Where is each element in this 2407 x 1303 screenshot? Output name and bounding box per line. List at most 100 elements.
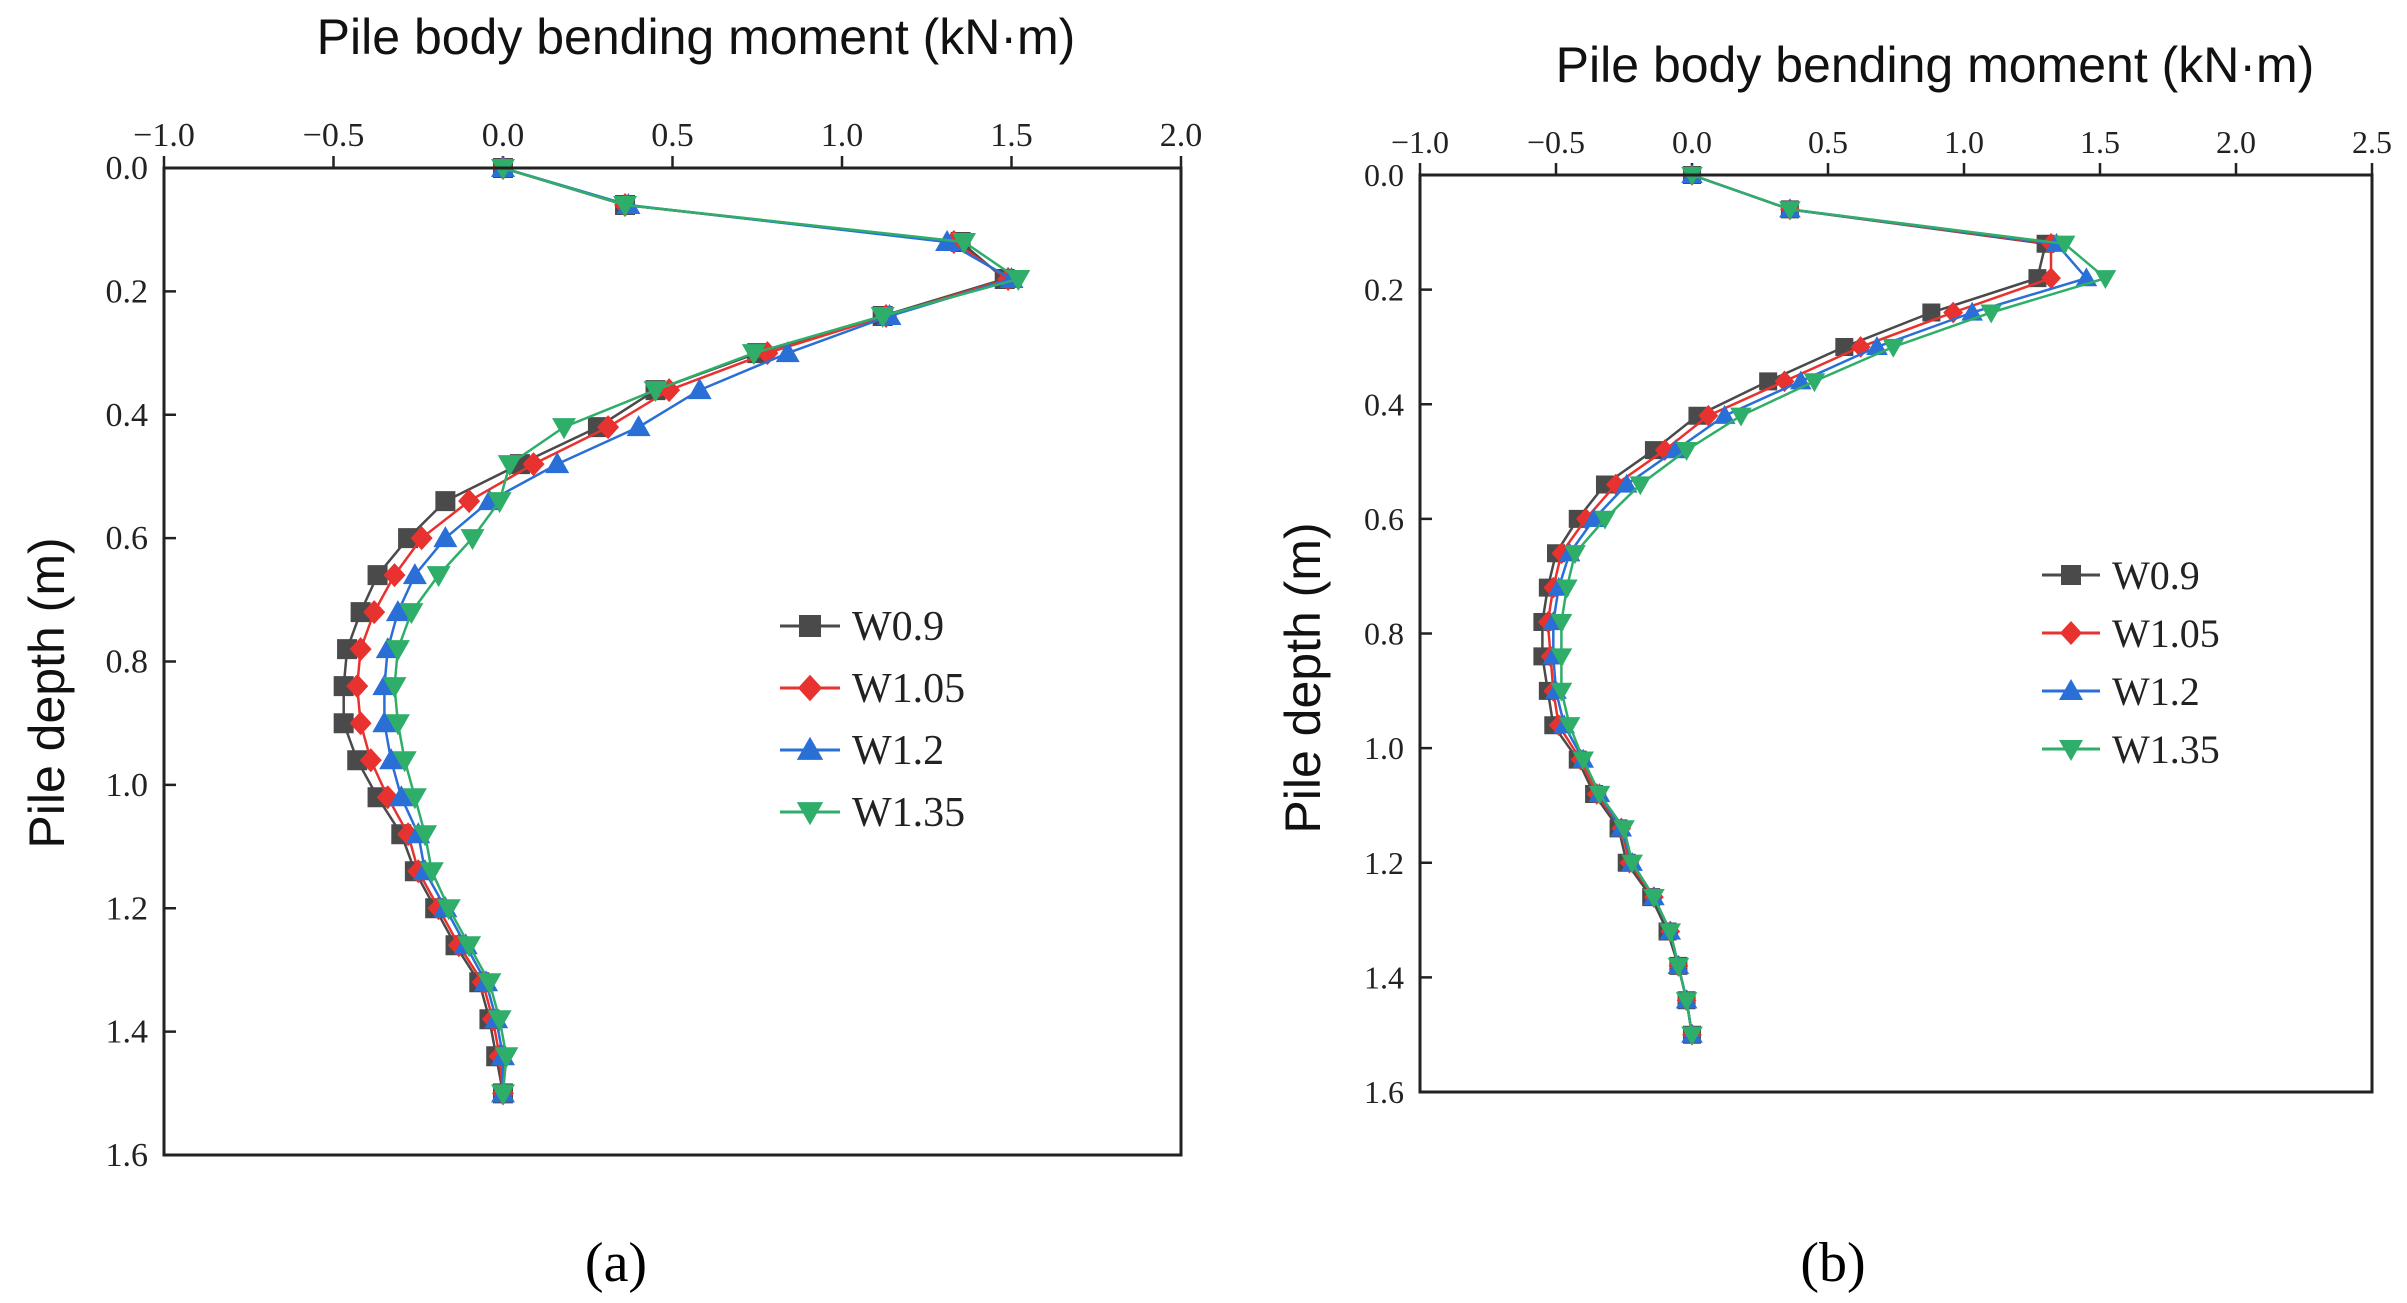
data-point-W1.35 (436, 899, 461, 921)
legend-label-W1.2: W1.2 (852, 728, 944, 774)
data-point-W1.35 (1675, 442, 1698, 461)
data-point-W1.35 (457, 936, 482, 958)
y-tick-label: 0.6 (1364, 501, 1404, 537)
data-point-W1.35 (399, 603, 424, 625)
legend-marker-W1.2 (796, 736, 824, 760)
data-point-W0.9 (367, 565, 388, 586)
data-point-W1.35 (1572, 751, 1594, 771)
data-point-W0.9 (435, 491, 456, 512)
plot-frame-b (1418, 173, 2374, 1094)
y-tick-label: 1.0 (106, 767, 149, 804)
y-axis-title-b: Pile depth (m) (1275, 522, 1331, 833)
data-point-W1.2 (626, 415, 651, 437)
data-point-W1.35 (494, 1047, 519, 1069)
data-point-W1.05 (363, 600, 386, 625)
data-point-W1.35 (1613, 820, 1635, 840)
data-point-W1.35 (1643, 889, 1665, 908)
data-point-W1.05 (1698, 404, 1719, 427)
data-point-W1.35 (402, 788, 427, 810)
data-point-W1.35 (741, 344, 766, 366)
data-point-W1.2 (379, 748, 404, 770)
data-point-W0.9 (1922, 303, 1941, 322)
data-point-W1.35 (491, 1084, 515, 1106)
data-point-W1.05 (597, 415, 620, 440)
y-tick-label: 1.6 (106, 1137, 149, 1174)
x-tick-label: 0.5 (651, 117, 694, 154)
data-point-W1.2 (775, 341, 800, 363)
data-point-W1.35 (1006, 270, 1031, 292)
legend-marker-W1.35 (796, 802, 824, 826)
x-tick-label: 0.5 (1808, 124, 1848, 160)
legend-marker-W0.9 (2061, 565, 2081, 585)
data-point-W1.05 (346, 674, 369, 699)
x-tick-label: 0.0 (1672, 124, 1712, 160)
legend-marker-W1.05 (2060, 621, 2082, 645)
y-tick-label: 1.6 (1364, 1074, 1404, 1110)
legend-label-W1.35: W1.35 (852, 790, 965, 836)
data-point-W0.9 (333, 676, 354, 697)
data-point-W1.35 (1550, 613, 1573, 633)
data-point-W1.35 (1803, 373, 1826, 393)
data-point-W0.9 (1595, 475, 1614, 494)
y-tick-label: 0.8 (106, 644, 149, 681)
x-tick-label: 1.5 (990, 117, 1033, 154)
data-point-W0.9 (398, 528, 419, 549)
data-point-W1.35 (1730, 407, 1752, 427)
legend-marker-W1.05 (797, 674, 823, 702)
data-point-W1.35 (870, 307, 895, 329)
data-point-W1.05 (359, 748, 382, 773)
data-point-W1.05 (1551, 542, 1572, 565)
data-point-W1.35 (1882, 338, 1905, 358)
y-tick-label: 1.4 (1364, 959, 1404, 995)
data-point-W1.2 (1583, 508, 1605, 527)
data-point-W1.35 (643, 381, 668, 403)
legend-b: W0.9 W1.05 W1.2 W1.35 (2042, 553, 2220, 772)
series-group-b (1533, 164, 2117, 1046)
x-tick-label: 2.0 (2216, 124, 2256, 160)
data-point-W1.35 (1779, 201, 1801, 221)
legend-label-W0.9: W0.9 (852, 604, 944, 650)
x-tick-label: −1.0 (1391, 124, 1449, 160)
data-point-W0.9 (337, 639, 358, 660)
legend-label-W1.2: W1.2 (2112, 669, 2200, 714)
data-point-W1.35 (1675, 992, 1698, 1012)
data-point-W1.35 (382, 677, 407, 699)
x-axis-title-a: Pile body bending moment (kN·m) (317, 9, 1076, 65)
data-point-W0.9 (333, 713, 354, 734)
data-point-W1.35 (385, 714, 410, 736)
data-point-W1.05 (1605, 473, 1626, 496)
data-point-W1.35 (1588, 785, 1611, 805)
y-tick-label: 0.2 (106, 273, 149, 310)
y-tick-label: 0.4 (1364, 386, 1404, 422)
data-point-W1.35 (1980, 304, 2002, 324)
y-tick-label: 1.0 (1364, 730, 1404, 766)
x-tick-label: 2.5 (2352, 124, 2392, 160)
panel-label-a: (a) (585, 1232, 647, 1294)
y-tick-label: 0.2 (1364, 272, 1404, 308)
data-point-W1.2 (1615, 473, 1638, 493)
data-point-W1.2 (402, 563, 427, 585)
x-tick-label: −0.5 (1527, 124, 1585, 160)
data-point-W0.9 (347, 750, 368, 771)
data-point-W1.2 (687, 378, 712, 400)
data-point-W1.35 (2053, 235, 2076, 255)
data-point-W1.35 (1629, 476, 1652, 496)
data-point-W1.2 (385, 600, 410, 622)
data-point-W1.35 (477, 973, 502, 995)
data-point-W1.35 (1594, 510, 1616, 530)
x-tick-label: 1.0 (821, 117, 864, 154)
data-point-W1.2 (1961, 301, 1983, 321)
chart-panel-b: Pile body bending moment (kN·m) Pile dep… (1275, 37, 2392, 1294)
x-tick-label: −1.0 (133, 117, 195, 154)
x-tick-label: 1.0 (1944, 124, 1984, 160)
data-point-W1.35 (613, 196, 638, 218)
data-point-W1.35 (1667, 957, 1690, 977)
data-point-W1.05 (349, 711, 372, 736)
y-tick-label: 0.0 (1364, 157, 1404, 193)
data-point-W1.35 (460, 529, 485, 551)
y-tick-label: 0.8 (1364, 616, 1404, 652)
data-point-W1.35 (2094, 270, 2117, 289)
legend-marker-W0.9 (799, 615, 821, 637)
data-point-W1.35 (1550, 648, 1573, 668)
